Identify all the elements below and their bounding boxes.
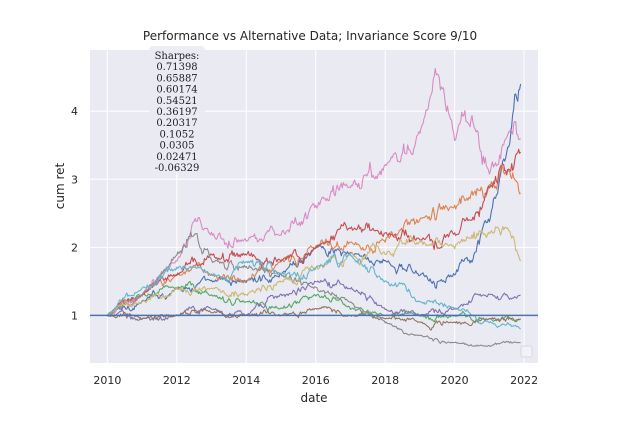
sharpe-value: 0.1052 <box>160 129 195 140</box>
sharpe-value: 0.20317 <box>156 118 197 129</box>
sharpe-value: 0.65887 <box>156 73 197 84</box>
y-tick-label: 4 <box>71 105 78 118</box>
sharpes-annotation-box <box>149 46 205 172</box>
sharpe-value: 0.60174 <box>156 85 197 96</box>
sharpes-header: Sharpes: <box>155 51 200 62</box>
sharpe-value: -0.06329 <box>155 163 200 174</box>
y-tick-label: 3 <box>71 173 78 186</box>
sharpes-values: Sharpes:0.713980.658870.601740.545210.36… <box>155 51 200 174</box>
sharpe-value: 0.71398 <box>156 62 197 73</box>
y-tick-labels: 1 2 3 4 <box>71 105 78 322</box>
y-tick-label: 1 <box>71 309 78 322</box>
legend-box <box>520 345 533 358</box>
x-tick-label: 2018 <box>371 374 399 387</box>
x-tick-labels: 2010 2012 2014 2016 2018 2020 2022 <box>93 374 538 387</box>
sharpe-value: 0.54521 <box>156 96 197 107</box>
sharpes-annotation: Sharpes:0.713980.658870.601740.545210.36… <box>149 46 205 174</box>
series-lines <box>106 67 522 347</box>
chart-title: Performance vs Alternative Data; Invaria… <box>143 29 477 43</box>
x-tick-label: 2020 <box>441 374 469 387</box>
sharpe-value: 0.36197 <box>156 107 197 118</box>
x-tick-label: 2014 <box>232 374 260 387</box>
x-tick-label: 2012 <box>163 374 191 387</box>
y-tick-label: 2 <box>71 241 78 254</box>
series-line-4 <box>107 148 522 316</box>
series-line-8 <box>106 231 521 347</box>
y-axis-label: cum ret <box>53 162 67 209</box>
sharpe-value: 0.0305 <box>160 141 195 152</box>
x-tick-label: 2022 <box>510 374 538 387</box>
sharpe-value: 0.02471 <box>156 152 197 163</box>
x-tick-label: 2016 <box>302 374 330 387</box>
x-tick-label: 2010 <box>93 374 121 387</box>
series-line-10 <box>106 253 521 330</box>
series-line-9 <box>107 225 522 317</box>
x-axis-label: date <box>300 391 327 405</box>
series-line-7 <box>107 67 521 316</box>
